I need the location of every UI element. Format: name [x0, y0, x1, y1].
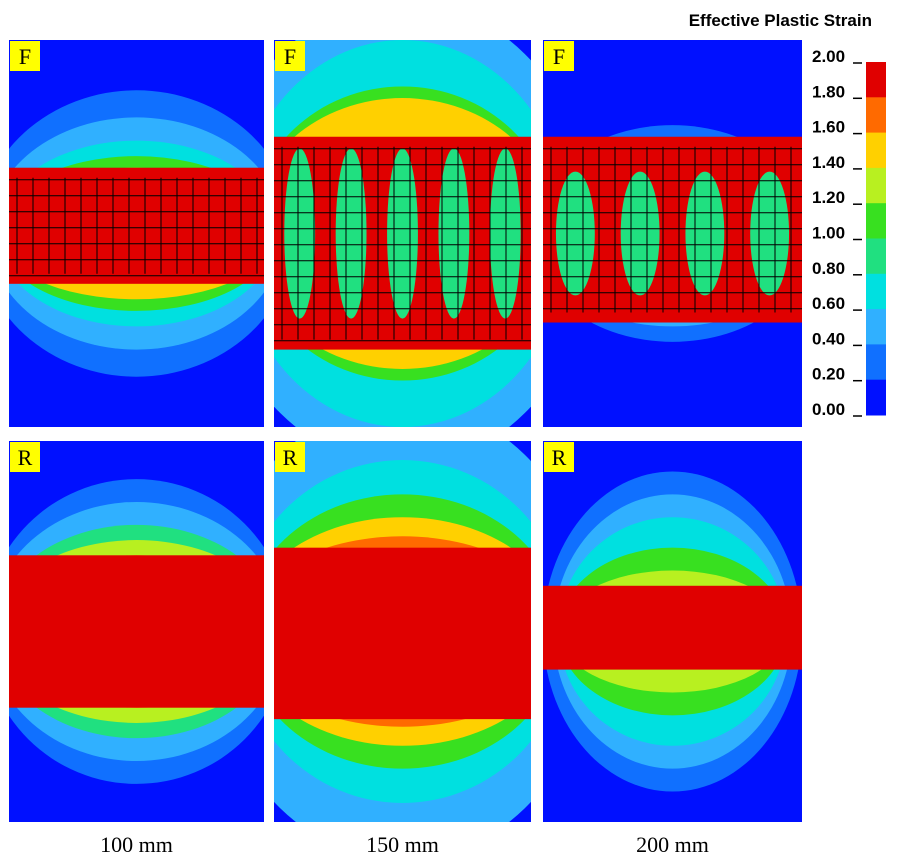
colorbar-band — [866, 273, 886, 310]
contour-island — [438, 148, 470, 319]
contour-panel — [543, 40, 802, 427]
label-box — [544, 41, 574, 71]
colorbar-band — [866, 97, 886, 134]
contour-core — [274, 547, 531, 720]
colorbar-label: 0.00 — [812, 400, 845, 419]
panel-label: F — [553, 44, 565, 69]
panel-label: F — [284, 44, 296, 69]
contour-island — [750, 171, 790, 296]
contour-island — [620, 171, 660, 296]
panel-label: F — [19, 44, 31, 69]
colorbar-label: 0.60 — [812, 294, 845, 313]
colorbar-band — [866, 379, 886, 416]
colorbar-label: 1.00 — [812, 224, 845, 243]
label-box — [275, 442, 305, 472]
colorbar-label: 0.20 — [812, 365, 845, 384]
colorbar-label: 1.60 — [812, 118, 845, 137]
panel-label: R — [552, 445, 567, 470]
contour-panel — [543, 441, 802, 822]
panel-label: R — [283, 445, 298, 470]
colorbar-band — [866, 344, 886, 381]
colorbar-label: 1.80 — [812, 82, 845, 101]
colorbar-label: 0.40 — [812, 329, 845, 348]
colorbar-band — [866, 203, 886, 239]
label-box — [275, 41, 305, 71]
contour-panel — [9, 441, 264, 822]
contour-island — [335, 148, 367, 319]
label-box — [544, 442, 574, 472]
contour-panel — [274, 441, 531, 822]
column-label: 150 mm — [366, 832, 439, 857]
colorbar-label: 1.40 — [812, 153, 845, 172]
contour-island — [555, 171, 595, 296]
colorbar-label: 0.80 — [812, 259, 845, 278]
colorbar-band — [866, 132, 886, 169]
colorbar-label: 1.20 — [812, 188, 845, 207]
colorbar-band — [866, 238, 886, 275]
colorbar-band — [866, 62, 886, 98]
contour-core — [9, 555, 264, 708]
colorbar-label: 2.00 — [812, 47, 845, 66]
contour-panel — [274, 40, 531, 427]
contour-island — [489, 148, 521, 319]
contour-core — [9, 167, 264, 284]
label-box — [10, 442, 40, 472]
contour-core — [543, 585, 802, 670]
contour-panel — [9, 40, 264, 427]
column-label: 200 mm — [636, 832, 709, 857]
contour-island — [284, 148, 316, 319]
column-label: 100 mm — [100, 832, 173, 857]
colorbar-band — [866, 167, 886, 204]
label-box — [10, 41, 40, 71]
colorbar-title: Effective Plastic Strain — [689, 11, 872, 30]
colorbar-band — [866, 309, 886, 345]
panel-label: R — [18, 445, 33, 470]
